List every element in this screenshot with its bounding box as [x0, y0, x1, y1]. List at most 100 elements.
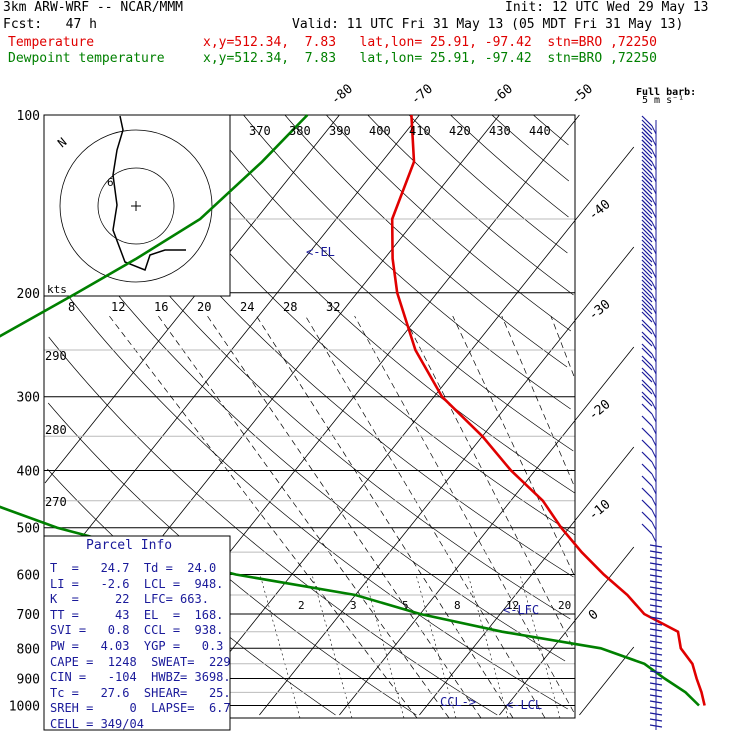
pressure-tick-label: 700	[17, 608, 40, 623]
wind-barb-shaft	[651, 425, 657, 435]
isotherm-tick-label: 0	[586, 607, 602, 624]
valid-time: Valid: 11 UTC Fri 31 May 13 (05 MDT Fri …	[292, 17, 684, 32]
wind-barb-flag	[641, 179, 653, 191]
isotherm-line	[179, 146, 635, 716]
mixing-ratio-line	[363, 574, 405, 719]
wind-barb-shaft	[651, 449, 657, 459]
wind-barb-low	[649, 544, 663, 548]
wind-barb-low	[649, 646, 663, 650]
wind-barb-flag	[641, 235, 653, 247]
isotherm-line	[419, 446, 635, 716]
wind-barb-flag	[641, 175, 653, 187]
wind-barb-shaft	[651, 233, 657, 243]
wind-barb-flag	[641, 195, 653, 207]
wind-barb-shaft	[651, 329, 657, 339]
pressure-tick-label: 500	[17, 522, 40, 537]
isotherm-tick-label: -80	[328, 81, 356, 108]
theta-tick-label: 290	[45, 349, 67, 363]
wind-barb-flag	[641, 139, 653, 151]
wind-barb-flag	[641, 463, 653, 475]
wind-barb-shaft	[651, 413, 657, 423]
wind-barb-shaft	[651, 437, 657, 447]
parcel-row: CIN = -104 HWBZ= 3698.	[50, 670, 231, 685]
wind-barb-flag	[641, 219, 653, 231]
sounding-header: 3km ARW-WRF -- NCAR/MMM Init: 12 UTC Wed…	[0, 0, 740, 70]
wind-barb-low	[649, 688, 663, 692]
wind-barb-low	[649, 676, 663, 680]
parcel-info-title: Parcel Info	[86, 538, 173, 553]
wind-barb-flag	[641, 147, 653, 159]
wind-barb-flag	[641, 275, 653, 287]
pressure-tick-label: 800	[17, 642, 40, 657]
wind-barb-flag	[641, 247, 653, 259]
wind-barb-flag	[641, 263, 653, 275]
wind-barb-low	[649, 664, 663, 668]
pressure-tick-label: 900	[17, 672, 40, 687]
wind-barb-shaft	[651, 485, 657, 495]
wind-barb-flag	[641, 271, 653, 283]
theta-tick-label: 390	[329, 124, 351, 138]
wind-barb-flag	[641, 115, 653, 127]
wind-barb-flag	[641, 287, 653, 299]
wind-barb-flag	[641, 239, 653, 251]
forecast-hour: Fcst: 47 h	[3, 17, 97, 32]
isotherm-tick-label: -50	[568, 81, 596, 108]
wind-barb-flag	[641, 299, 653, 311]
moist-adiabat	[452, 315, 574, 575]
wind-barb-shaft	[651, 365, 657, 375]
wind-barb-flag	[641, 303, 653, 315]
wind-barb-shaft	[651, 281, 657, 291]
barb-key-unit: 5 m s⁻¹	[642, 95, 684, 106]
isotherm-tick-label: -10	[586, 497, 614, 524]
wind-barb-flag	[641, 231, 653, 243]
wind-barb-low	[649, 640, 663, 644]
theta-tick-label: 420	[449, 124, 471, 138]
dry-adiabat	[201, 114, 574, 452]
wind-barb-shaft	[651, 509, 657, 519]
hodograph-speed-tick: 24	[240, 300, 254, 314]
hodograph-speed-tick: 28	[283, 300, 297, 314]
wind-barb-flag	[641, 319, 653, 331]
wind-barb-shaft	[651, 245, 657, 255]
isotherm-line	[579, 646, 635, 716]
wind-barb-shaft	[651, 221, 657, 231]
wind-barb-flag	[641, 343, 653, 355]
wind-barb-low	[649, 610, 663, 614]
hodograph-speed-tick: 8	[68, 300, 75, 314]
wind-barb-low	[649, 580, 663, 584]
wind-barb-flag	[641, 283, 653, 295]
wind-barb-shaft	[651, 353, 657, 363]
dry-adiabat	[243, 114, 571, 410]
parcel-row: SREH = 0 LAPSE= 6.7	[50, 701, 231, 716]
wind-barb-shaft	[651, 377, 657, 387]
moist-adiabat	[158, 315, 450, 719]
wind-barb-low	[649, 718, 663, 722]
wind-barb-flag	[641, 211, 653, 223]
wind-barb-shaft	[651, 461, 657, 471]
wind-barb-flag	[641, 155, 653, 167]
temperature-station-info: x,y=512.34, 7.83 lat,lon= 25.91, -97.42 …	[203, 35, 657, 50]
wind-barb-low	[649, 550, 663, 554]
wind-barb-shaft	[651, 269, 657, 279]
theta-tick-label: 380	[289, 124, 311, 138]
wind-barb-flag	[641, 359, 653, 371]
moist-adiabat	[108, 315, 418, 719]
wind-barb-low	[649, 634, 663, 638]
model-title: 3km ARW-WRF -- NCAR/MMM	[3, 0, 184, 15]
dry-adiabat	[367, 114, 574, 296]
wind-barb-flag	[641, 127, 653, 139]
parcel-row: PW = 4.03 YGP = 0.3	[50, 639, 224, 653]
wind-barb-flag	[641, 267, 653, 279]
wind-barb-low	[649, 706, 663, 710]
wind-barb-flag	[641, 347, 653, 359]
hodograph-ring	[97, 167, 175, 245]
wind-barb-shaft	[651, 197, 657, 207]
hodograph-speed-tick: 20	[197, 300, 211, 314]
wind-barb-flag	[641, 311, 653, 323]
wind-barb-flag	[641, 203, 653, 215]
parcel-row: CAPE = 1248 SWEAT= 229	[50, 654, 231, 669]
pressure-tick-label: 300	[17, 391, 40, 406]
wind-barb-low	[649, 622, 663, 626]
wind-barb-flag	[641, 251, 653, 263]
dry-adiabat	[44, 264, 568, 710]
